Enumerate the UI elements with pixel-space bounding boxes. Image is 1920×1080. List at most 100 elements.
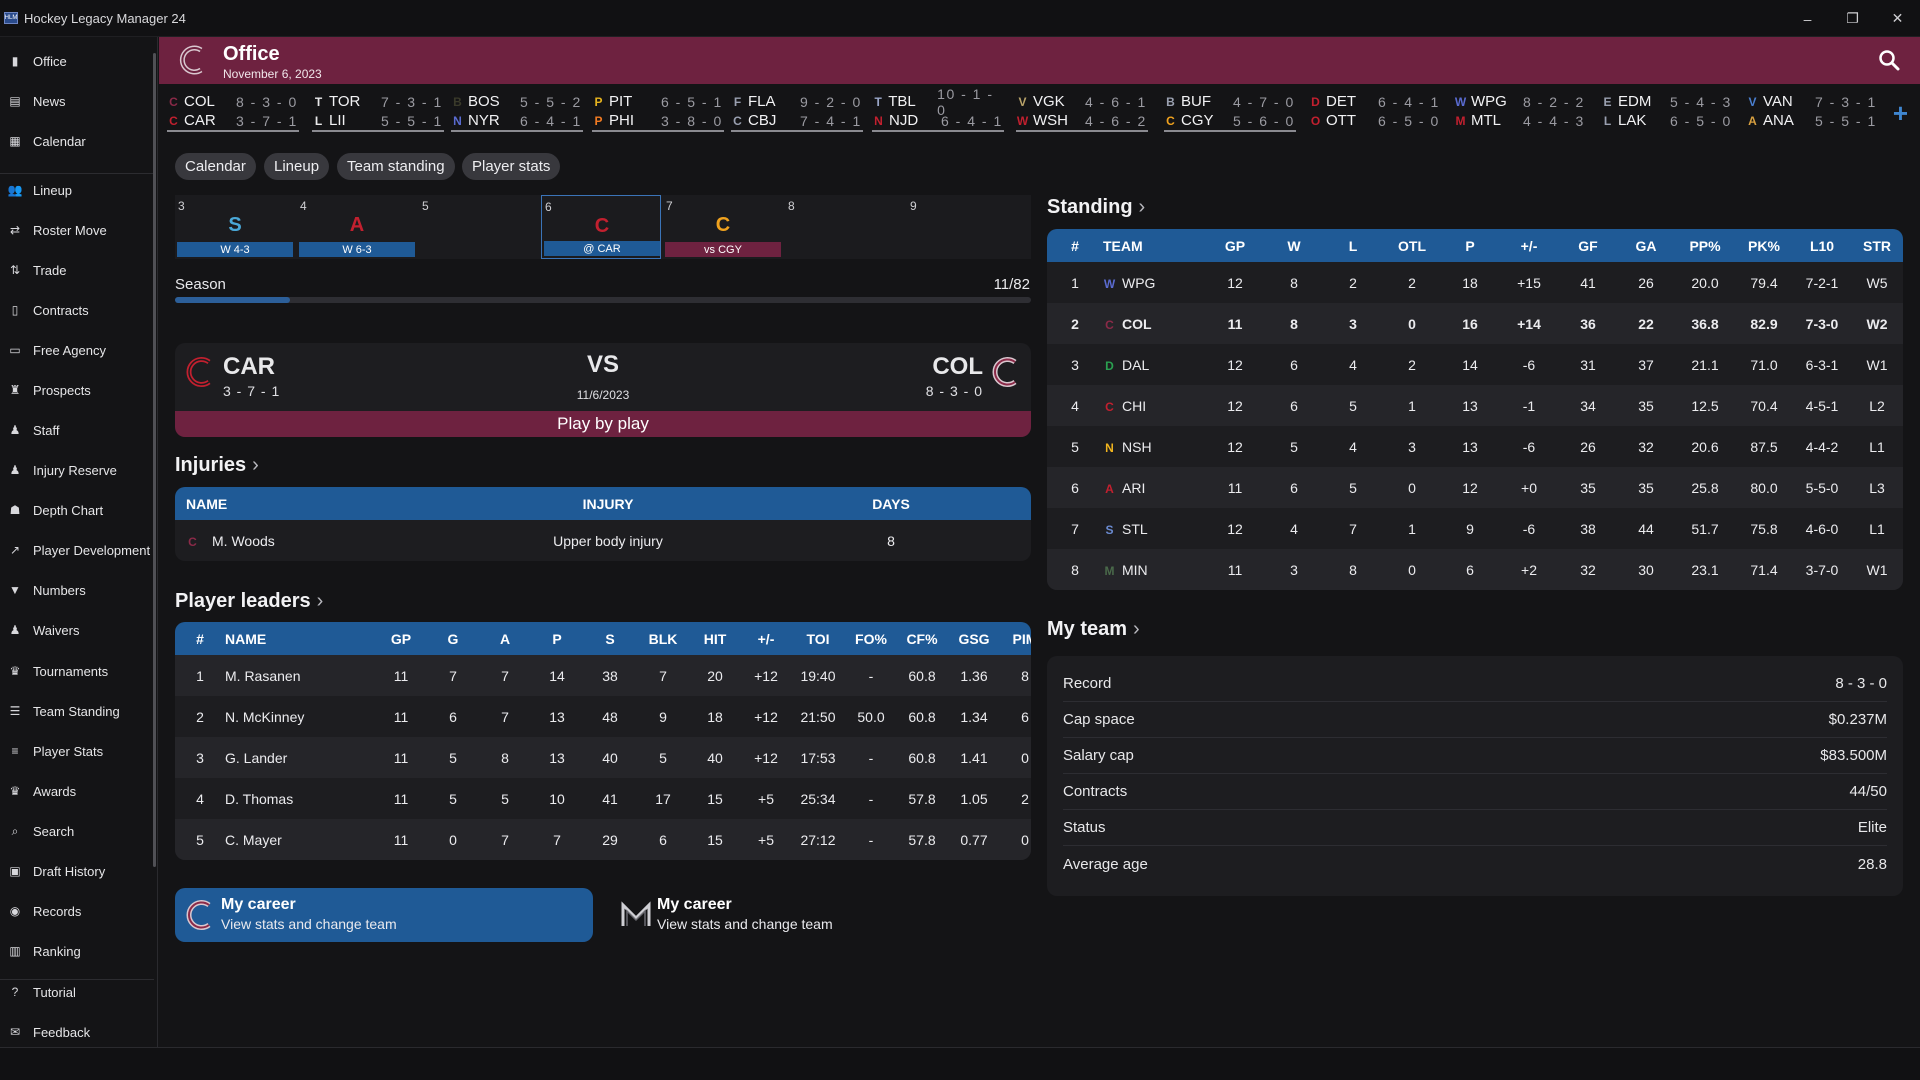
ticker-game[interactable]: D DET 6 - 4 - 1 O OTT 6 - 5 - 0 <box>1309 92 1441 132</box>
add-icon[interactable]: + <box>1892 98 1908 128</box>
column-header[interactable]: HIT <box>703 630 727 647</box>
restore-icon[interactable]: ❐ <box>1846 10 1859 26</box>
column-header[interactable]: P <box>1465 237 1475 254</box>
column-header[interactable]: +/- <box>1520 237 1538 254</box>
sidebar-item-awards[interactable]: ♛ Awards <box>0 773 154 809</box>
column-header[interactable]: DAYS <box>872 495 910 512</box>
column-header[interactable]: GA <box>1635 237 1657 254</box>
sidebar-item-player-development[interactable]: ↗ Player Development <box>0 532 154 568</box>
my-team-heading[interactable]: My team › <box>1047 618 1140 640</box>
ticker-game[interactable]: E EDM 5 - 4 - 3 L LAK 6 - 5 - 0 <box>1601 92 1733 132</box>
ticker-game[interactable]: B BOS 5 - 5 - 2 N NYR 6 - 4 - 1 <box>451 92 583 132</box>
table-row[interactable]: 7 S STL 12 4 7 1 9 -6 38 44 51.7 75.8 4-6-0 L1 <box>1047 508 1903 549</box>
table-row[interactable]: 8 M MIN 11 3 8 0 6 +2 32 30 23.1 71.4 3-7-0 W1 <box>1047 549 1903 590</box>
close-icon[interactable]: ✕ <box>1891 10 1904 26</box>
table-row[interactable]: 3 G. Lander 11 5 8 13 40 5 40 +12 17:53 - 60.8 1.41 0 <box>175 737 1031 778</box>
ticker-game[interactable]: W WPG 8 - 2 - 2 M MTL 4 - 4 - 3 <box>1454 92 1586 132</box>
tab-team-standing[interactable]: Team standing <box>337 153 455 180</box>
table-row[interactable]: 5 N NSH 12 5 4 3 13 -6 26 32 20.6 87.5 4-4-2 L1 <box>1047 426 1903 467</box>
column-header[interactable]: P <box>552 630 562 647</box>
column-header[interactable]: L10 <box>1809 237 1835 254</box>
table-row[interactable]: 1 M. Rasanen 11 7 7 14 38 7 20 +12 19:40 - 60.8 1.36 8 <box>175 655 1031 696</box>
column-header[interactable]: L <box>1348 237 1358 254</box>
table-row[interactable]: 2 N. McKinney 11 6 7 13 48 9 18 +12 21:50 50.0 60.8 1… <box>175 696 1031 737</box>
calendar-day[interactable]: 8 <box>785 195 905 259</box>
column-header[interactable]: GSG <box>958 630 990 647</box>
table-row[interactable]: 4 D. Thomas 11 5 5 10 41 17 15 +5 25:34 - 57.8 1.05 2 <box>175 778 1031 819</box>
sidebar-item-feedback[interactable]: ✉ Feedback <box>0 1014 154 1050</box>
column-header[interactable]: INJURY <box>582 495 634 512</box>
sidebar-item-office[interactable]: ▮ Office <box>0 43 154 79</box>
minimize-icon[interactable]: – <box>1803 10 1812 27</box>
column-header[interactable]: TEAM <box>1103 237 1143 254</box>
sidebar-item-draft-history[interactable]: ▣ Draft History <box>0 853 154 889</box>
play-by-play-button[interactable]: Play by play <box>175 411 1031 437</box>
sidebar-item-depth-chart[interactable]: ☗ Depth Chart <box>0 492 154 528</box>
sidebar-scrollbar[interactable] <box>153 53 156 867</box>
tab-player-stats[interactable]: Player stats <box>462 153 561 180</box>
column-header[interactable]: PIM <box>1012 630 1031 647</box>
column-header[interactable]: CF% <box>906 630 938 647</box>
column-header[interactable]: G <box>447 630 459 647</box>
sidebar-item-lineup[interactable]: 👥 Lineup <box>0 172 154 208</box>
sidebar-item-search[interactable]: ⌕ Search <box>0 813 154 849</box>
sidebar-item-prospects[interactable]: ♜ Prospects <box>0 372 154 408</box>
ticker-game[interactable]: F FLA 9 - 2 - 0 C CBJ 7 - 4 - 1 <box>731 92 863 132</box>
search-icon[interactable] <box>1878 49 1900 71</box>
ticker-game[interactable]: T TBL 10 - 1 - 0 N NJD 6 - 4 - 1 <box>872 86 1004 132</box>
sidebar-item-trade[interactable]: ⇅ Trade <box>0 252 154 288</box>
sidebar-item-numbers[interactable]: ▼ Numbers <box>0 572 154 608</box>
ticker-game[interactable]: B BUF 4 - 7 - 0 C CGY 5 - 6 - 0 <box>1164 92 1296 132</box>
table-row[interactable]: 3 D DAL 12 6 4 2 14 -6 31 37 21.1 71.0 6-3-1 W1 <box>1047 344 1903 385</box>
my-career-button[interactable]: My career View stats and change team <box>175 888 593 942</box>
ticker-game[interactable]: T TOR 7 - 3 - 1 L LII 5 - 5 - 1 <box>312 92 444 132</box>
column-header[interactable]: STR <box>1863 237 1891 254</box>
ticker-game[interactable]: V VAN 7 - 3 - 1 A ANA 5 - 5 - 1 <box>1746 92 1878 132</box>
table-row[interactable]: 6 A ARI 11 6 5 0 12 +0 35 35 25.8 80.0 5-5-0 L3 <box>1047 467 1903 508</box>
table-row[interactable]: 4 C CHI 12 6 5 1 13 -1 34 35 12.5 70.4 4-5-1 L2 <box>1047 385 1903 426</box>
sidebar-item-team-standing[interactable]: ☰ Team Standing <box>0 693 154 729</box>
column-header[interactable]: OTL <box>1398 237 1426 254</box>
standing-heading[interactable]: Standing › <box>1047 196 1146 218</box>
column-header[interactable]: FO% <box>855 630 887 647</box>
column-header[interactable]: NAME <box>225 630 267 647</box>
table-row[interactable]: 2 C COL 11 8 3 0 16 +14 36 22 36.8 82.9 7-3-0 W2 <box>1047 303 1903 344</box>
sidebar-item-injury-reserve[interactable]: ♟ Injury Reserve <box>0 452 154 488</box>
column-header[interactable]: +/- <box>757 630 775 647</box>
ticker-game[interactable]: C COL 8 - 3 - 0 C CAR 3 - 7 - 1 <box>167 92 299 132</box>
tab-calendar[interactable]: Calendar <box>175 153 256 180</box>
sidebar-item-waivers[interactable]: ♟ Waivers <box>0 612 154 648</box>
column-header[interactable]: PP% <box>1689 237 1721 254</box>
column-header[interactable]: W <box>1287 237 1301 254</box>
column-header[interactable]: NAME <box>186 495 228 512</box>
player-leaders-heading[interactable]: Player leaders › <box>175 590 324 612</box>
ticker-game[interactable]: P PIT 6 - 5 - 1 P PHI 3 - 8 - 0 <box>592 92 724 132</box>
my-career-alt-button[interactable]: My career View stats and change team <box>611 888 1029 942</box>
calendar-day[interactable]: 4 A W 6-3 <box>297 195 417 259</box>
column-header[interactable]: GP <box>1224 237 1246 254</box>
sidebar-item-tutorial[interactable]: ? Tutorial <box>0 974 154 1010</box>
calendar-day[interactable]: 5 <box>419 195 539 259</box>
sidebar-item-free-agency[interactable]: ▭ Free Agency <box>0 332 154 368</box>
injuries-heading[interactable]: Injuries › <box>175 454 259 476</box>
sidebar-item-records[interactable]: ◉ Records <box>0 893 154 929</box>
column-header[interactable]: S <box>605 630 615 647</box>
column-header[interactable]: A <box>499 630 511 647</box>
table-row[interactable]: 5 C. Mayer 11 0 7 7 29 6 15 +5 27:12 - 57.8 0.77 0 <box>175 819 1031 860</box>
calendar-day[interactable]: 9 <box>907 195 1027 259</box>
sidebar-item-news[interactable]: ▤ News <box>0 83 154 119</box>
sidebar-item-calendar[interactable]: ▦ Calendar <box>0 123 154 159</box>
column-header[interactable]: # <box>1071 237 1079 254</box>
table-row[interactable]: C M. Woods Upper body injury 8 <box>175 520 1031 561</box>
sidebar-item-ranking[interactable]: ▥ Ranking <box>0 933 154 969</box>
column-header[interactable]: BLK <box>648 630 678 647</box>
sidebar-item-staff[interactable]: ♟ Staff <box>0 412 154 448</box>
table-row[interactable]: 1 W WPG 12 8 2 2 18 +15 41 26 20.0 79.4 7-2-1 W5 <box>1047 262 1903 303</box>
sidebar-item-contracts[interactable]: ▯ Contracts <box>0 292 154 328</box>
calendar-day[interactable]: 3 S W 4-3 <box>175 195 295 259</box>
calendar-day[interactable]: 6 C @ CAR <box>541 195 661 259</box>
column-header[interactable]: TOI <box>806 630 830 647</box>
sidebar-item-player-stats[interactable]: ≡ Player Stats <box>0 733 154 769</box>
column-header[interactable]: GF <box>1578 237 1598 254</box>
